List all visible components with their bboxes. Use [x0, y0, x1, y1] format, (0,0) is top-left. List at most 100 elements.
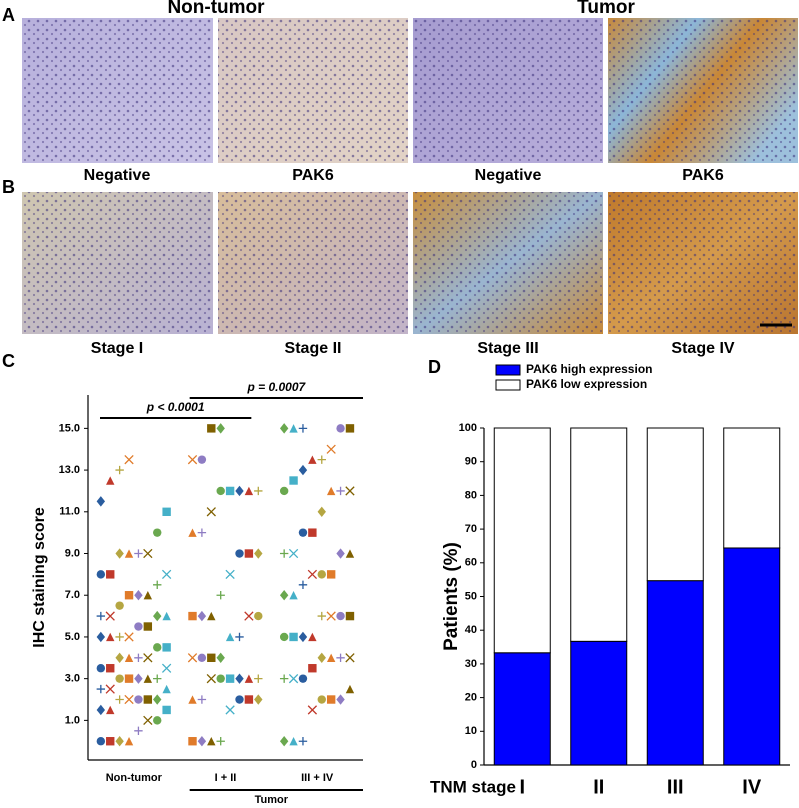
point [216, 486, 225, 496]
point [216, 652, 225, 663]
point [288, 673, 299, 684]
point [124, 549, 134, 558]
point [326, 444, 336, 454]
y-tick-label: 90 [465, 456, 477, 468]
point [254, 486, 263, 496]
point [317, 611, 326, 621]
point [96, 704, 106, 716]
point [143, 591, 153, 600]
caption: Stage IV [671, 340, 734, 357]
point [308, 632, 317, 642]
point [96, 684, 106, 694]
point [298, 464, 308, 476]
annotation: p = 0.0007 [246, 380, 306, 394]
point [134, 726, 143, 735]
point [289, 591, 298, 600]
point [254, 611, 263, 621]
point [115, 695, 124, 704]
point [289, 476, 298, 485]
point [96, 570, 106, 579]
point [235, 632, 244, 642]
y-tick-label: 5.0 [65, 631, 80, 643]
micrographs-row-b [22, 192, 798, 334]
point [317, 506, 326, 517]
point [115, 465, 124, 475]
point [162, 611, 171, 621]
y-tick-label: 7.0 [65, 589, 80, 601]
point [115, 632, 124, 642]
point [161, 663, 172, 673]
point [207, 424, 216, 433]
point [188, 611, 197, 621]
point [124, 653, 134, 662]
point [279, 736, 289, 747]
point [288, 548, 299, 559]
point [134, 695, 143, 704]
x-tick-label: I + II [215, 772, 237, 784]
point [153, 528, 162, 537]
micrograph-texture [218, 18, 408, 163]
point [225, 632, 235, 642]
point [105, 684, 115, 694]
point [307, 569, 318, 580]
point [244, 486, 254, 496]
point [225, 569, 235, 580]
point [289, 632, 298, 642]
y-tick-label: 10 [465, 725, 477, 737]
y-axis-label: Patients (%) [441, 542, 462, 651]
y-tick-label: 15.0 [59, 422, 80, 434]
annotation: p < 0.0001 [146, 400, 205, 414]
point [345, 549, 355, 558]
bar-segment [570, 427, 628, 642]
point [317, 455, 326, 464]
point [298, 737, 308, 746]
point [317, 652, 326, 663]
point [197, 610, 207, 622]
x-tick-label: I [519, 776, 525, 798]
point [298, 528, 308, 537]
y-axis-label: IHC staining score [31, 507, 48, 648]
y-tick-label: 50 [465, 590, 477, 602]
point [143, 653, 153, 663]
micrograph-texture [608, 192, 798, 334]
point [134, 549, 143, 558]
point [336, 424, 345, 433]
micrograph-texture [413, 192, 603, 334]
point [188, 528, 197, 537]
point [162, 684, 171, 694]
point [207, 737, 216, 746]
y-tick-label: 9.0 [65, 547, 80, 559]
point [197, 736, 207, 747]
x-tick-label: II [593, 776, 604, 798]
point [106, 476, 115, 485]
point [134, 653, 143, 662]
point [134, 590, 143, 601]
point [345, 684, 355, 694]
point [308, 664, 317, 673]
y-tick-label: 40 [465, 624, 477, 636]
point [124, 632, 134, 642]
point [345, 653, 355, 663]
y-tick-label: 1.0 [65, 714, 80, 726]
x-tick-label: IV [742, 776, 762, 798]
point [96, 664, 106, 673]
point [317, 570, 326, 579]
point [298, 631, 308, 643]
point [345, 424, 355, 433]
point [225, 486, 235, 496]
point [279, 590, 289, 601]
point [106, 737, 115, 746]
caption: Negative [84, 167, 151, 184]
point [244, 674, 254, 683]
point [124, 674, 134, 683]
y-tick-label: 11.0 [59, 506, 80, 518]
y-tick-label: 0 [471, 759, 477, 771]
point [115, 601, 124, 610]
point [188, 695, 197, 704]
point [161, 569, 172, 580]
point [134, 673, 143, 684]
point [326, 695, 336, 704]
y-tick-label: 60 [465, 557, 477, 569]
point [336, 653, 345, 662]
point [254, 674, 263, 683]
